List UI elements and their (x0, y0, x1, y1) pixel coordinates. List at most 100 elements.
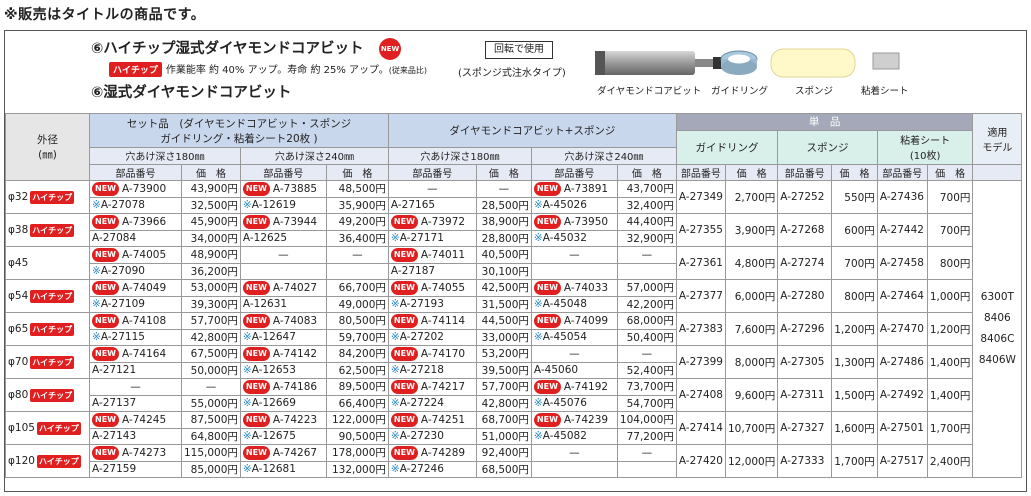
header-model: 適用 モデル (972, 113, 1023, 165)
model-name: 8406C (980, 333, 1015, 345)
new-badge: NEW (390, 445, 418, 460)
part-number: NEW A-74186 (239, 378, 327, 396)
single-price: 1,000円 (926, 279, 974, 313)
adhesive-sheet-image (872, 52, 900, 70)
hichip-mark: ハイチップ (30, 322, 75, 336)
single-part-number: A-27383 (675, 312, 727, 346)
new-badge: NEW (242, 181, 270, 196)
single-part-number: A-27458 (876, 246, 928, 280)
price: 132,000円 (325, 460, 389, 478)
note-mark: ※ (92, 298, 101, 311)
price: — (616, 444, 677, 462)
single-price: 10,700円 (724, 411, 779, 445)
single-price: 2,700円 (724, 180, 779, 214)
single-part-number: A-27501 (876, 411, 928, 445)
new-badge: NEW (379, 38, 401, 60)
part-number: A-27187 (387, 262, 477, 280)
price: 68,000円 (616, 312, 677, 330)
col-part: 部品番号 (387, 163, 477, 181)
price: 59,700円 (325, 328, 389, 346)
hichip-mark: ハイチップ (109, 62, 162, 77)
price: 44,500円 (475, 312, 532, 330)
hichip-mark: ハイチップ (30, 190, 75, 204)
price: 28,800円 (475, 229, 532, 247)
new-badge: NEW (242, 214, 270, 229)
table-row: φ105 ハイチップ NEW A-74245 87,500円 NEW A-74223 122,… (5, 411, 1022, 445)
part-number: A-27137 (89, 394, 182, 412)
part-number: NEW A-74164 (89, 345, 182, 363)
price: 34,000円 (181, 229, 241, 247)
single-price: 700円 (831, 246, 878, 280)
new-badge: NEW (92, 247, 119, 262)
single-part-number: A-27436 (876, 180, 928, 214)
part-number: NEW A-74011 (387, 246, 477, 264)
single-price: 2,400円 (926, 444, 974, 478)
hichip-mark: ハイチップ (36, 454, 81, 468)
part-number: A-45060 (530, 361, 618, 379)
price: 55,000円 (181, 394, 241, 412)
diameter-cell: φ38 ハイチップ (5, 213, 90, 247)
price: 32,500円 (181, 196, 241, 214)
part-number: ※A-27090 (89, 262, 182, 280)
single-part-number: A-27486 (876, 345, 928, 379)
single-part-number: A-27355 (675, 213, 727, 247)
part-number: NEW A-74083 (239, 312, 327, 330)
new-badge: NEW (242, 445, 270, 460)
single-part-number: A-27305 (777, 345, 833, 379)
price: 44,400円 (616, 213, 677, 231)
note-mark: ※ (92, 199, 101, 212)
part-number: NEW A-74114 (387, 312, 477, 330)
price: 38,900円 (475, 213, 532, 231)
single-part-number: A-27470 (876, 312, 928, 346)
price: 39,300円 (181, 295, 241, 313)
price: 43,900円 (181, 180, 241, 198)
new-badge: NEW (533, 214, 561, 229)
new-badge: NEW (533, 181, 561, 196)
title-wet: ⑥湿式ダイヤモンドコアビット (91, 85, 292, 101)
part-number: NEW A-73891 (530, 180, 618, 198)
price: 178,000円 (325, 444, 389, 462)
note-mark: ※ (242, 463, 252, 476)
header-ds-180: 穴あけ深さ180㎜ (387, 147, 532, 165)
price: 49,000円 (325, 295, 389, 313)
price: — (181, 378, 241, 396)
col-part: 部品番号 (239, 163, 327, 181)
price: 43,700円 (616, 180, 677, 198)
single-price: 1,600円 (831, 411, 878, 445)
part-number: NEW A-74251 (387, 411, 477, 429)
single-price: 6,000円 (724, 279, 779, 313)
price: 92,400円 (475, 444, 532, 462)
price: 50,400円 (616, 328, 677, 346)
price: 48,900円 (181, 246, 241, 264)
price: 85,000円 (181, 460, 241, 478)
part-number: NEW A-74170 (387, 345, 477, 363)
price: 90,500円 (325, 427, 389, 445)
single-price: 700円 (926, 213, 974, 247)
table-row: φ32 ハイチップ NEW A-73900 43,900円 NEW A-73885 48,50… (5, 180, 1023, 478)
note-mark: ※ (533, 199, 543, 212)
note-mark: ※ (390, 430, 400, 443)
price: 57,700円 (181, 312, 241, 330)
table-row: φ38 ハイチップ NEW A-73966 45,900円 NEW A-73944 49,20… (5, 213, 1022, 247)
price (325, 262, 389, 280)
single-part-number: A-27296 (777, 312, 833, 346)
caption-sheet: 粘着シート (861, 86, 909, 97)
new-badge: NEW (242, 313, 270, 328)
core-bit-image (595, 51, 723, 75)
part-number: — (530, 444, 618, 462)
table-row: A-27159 85,000円 ※A-12681 132,000円 ※A-27246 68… (6, 460, 1022, 478)
single-part-number: A-27377 (675, 279, 727, 313)
hichip-mark: ハイチップ (30, 223, 75, 237)
part-number: ※A-27202 (387, 328, 477, 346)
new-badge: NEW (390, 247, 418, 262)
price: 42,500円 (475, 279, 532, 297)
model-name: 8406 (984, 312, 1011, 324)
part-number: NEW A-73966 (89, 213, 182, 231)
col-part: 部品番号 (89, 163, 182, 181)
part-number: A-27165 (387, 196, 477, 214)
single-price: 12,000円 (724, 444, 779, 478)
diameter-cell: φ32 ハイチップ (5, 180, 90, 214)
new-badge: NEW (533, 280, 561, 295)
new-badge: NEW (390, 214, 418, 229)
price: 39,500円 (475, 361, 532, 379)
